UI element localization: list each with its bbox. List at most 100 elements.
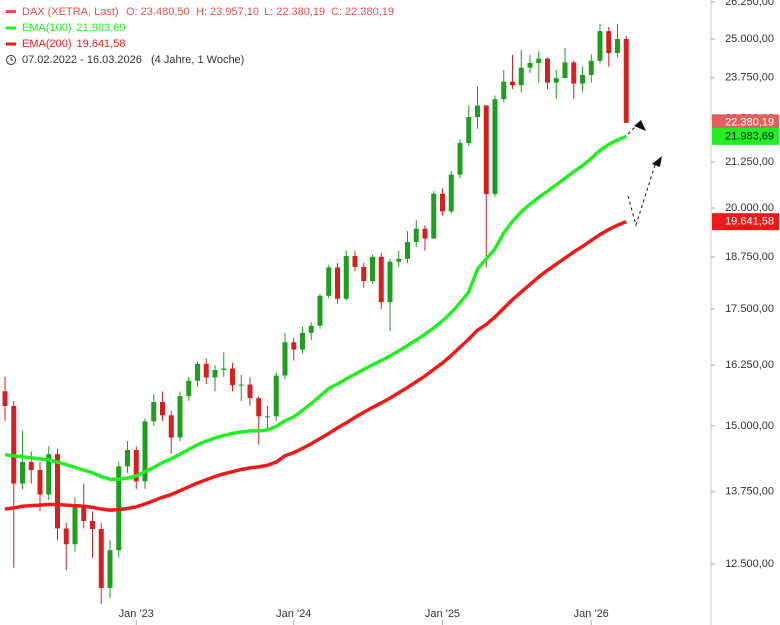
candle-body (518, 67, 524, 86)
candle-body (300, 332, 305, 350)
plot-area (2, 23, 629, 604)
candle-body (475, 105, 480, 118)
ema-line (4, 134, 627, 481)
candle-body (291, 342, 297, 350)
candle-body (168, 415, 174, 438)
header-low: L: 22.380,19 (264, 6, 325, 18)
y-tick-label: 16.250,00 (725, 359, 774, 371)
x-tick-label: Jan '24 (276, 608, 311, 620)
candle-body (501, 81, 507, 100)
candle-body (553, 78, 559, 83)
candle-body (326, 267, 332, 296)
last-value-label: 19.641,58 (725, 216, 774, 228)
arrow-path (627, 164, 656, 227)
candle-body (361, 267, 367, 282)
candle-body (151, 402, 157, 422)
candle-body (597, 31, 603, 61)
candle-body (413, 228, 419, 243)
candle-body (580, 74, 585, 84)
y-tick-label: 15.000,00 (725, 420, 774, 432)
candle-body (317, 295, 323, 326)
last-value-label: 21.983,69 (725, 130, 774, 142)
candle-body (527, 62, 533, 68)
candle-body (256, 398, 262, 417)
y-tick-label: 21.250,00 (725, 156, 774, 168)
candle-body (615, 38, 620, 54)
last-value-box (712, 114, 779, 132)
candle-body (606, 31, 612, 54)
candle-body (98, 529, 104, 588)
candle-body (160, 402, 165, 416)
candle-body (81, 505, 87, 521)
candle-body (142, 421, 148, 482)
candle-body (536, 58, 542, 63)
y-tick-label: 18.750,00 (725, 251, 774, 263)
candle-body (378, 256, 384, 303)
candle-body (431, 193, 437, 239)
y-tick-label: 13.750,00 (725, 486, 774, 498)
annotation-arrows (627, 123, 656, 227)
candle-body (492, 99, 498, 195)
arrow-head (634, 120, 646, 131)
candle-body (273, 375, 279, 417)
candle-body (562, 62, 568, 79)
candle-body (545, 58, 550, 83)
candle-body (221, 368, 227, 370)
candle-body (440, 193, 445, 212)
candle-body (387, 261, 393, 303)
legend: DAX (XETRA, Last) O: 23.480,50 H: 23.957… (6, 6, 394, 66)
candle-body (186, 380, 192, 397)
candle-body (46, 454, 52, 495)
header-close: C: 22.380,19 (331, 6, 394, 18)
x-tick-label: Jan '23 (119, 608, 154, 620)
legend-value: 21.983,69 (77, 22, 126, 34)
candle-body (230, 368, 235, 386)
y-tick-label: 20.000,00 (725, 202, 774, 214)
candle-body (238, 384, 244, 386)
candle-body (588, 60, 594, 75)
candle-body (308, 325, 314, 333)
candle-body (483, 105, 489, 195)
candle-body (396, 258, 402, 262)
y-tick-label: 17.500,00 (725, 303, 774, 315)
candle-body (203, 363, 209, 378)
candle-body (90, 520, 95, 530)
candle-body (335, 267, 340, 299)
candle-body (352, 256, 358, 268)
candle-body (28, 462, 34, 471)
y-tick-label: 23.750,00 (725, 72, 774, 84)
candle-body (466, 117, 472, 144)
candle-body (133, 449, 139, 482)
date-range: 07.02.2022 - 16.03.2026 (22, 54, 142, 66)
candle-body (457, 143, 463, 175)
candle-body (20, 462, 25, 484)
clock-icon (6, 55, 16, 65)
y-tick-label: 12.500,00 (725, 558, 774, 570)
legend-value: 19.641,58 (77, 38, 126, 50)
candle-body (11, 405, 17, 484)
candle-body (448, 174, 454, 212)
ema-line (4, 220, 627, 512)
period: (4 Jahre, 1 Woche) (151, 54, 244, 66)
candle-body (370, 256, 375, 282)
header-high: H: 23.957,10 (196, 6, 259, 18)
header-title: DAX (XETRA, Last) (22, 6, 119, 18)
candle-body (405, 242, 410, 259)
x-tick-label: Jan '25 (425, 608, 460, 620)
legend-swatch (6, 10, 16, 13)
last-value-box (712, 127, 779, 145)
y-tick-label: 25.000,00 (725, 33, 774, 45)
candle-body (282, 342, 288, 376)
candle-body (107, 550, 113, 588)
clock-icon (10, 57, 13, 61)
candle-body (63, 528, 69, 545)
candle-body (623, 38, 629, 123)
candle-body (55, 454, 60, 529)
candle-body (37, 470, 43, 495)
legend-swatch (6, 26, 16, 30)
last-value-label: 22.380,19 (725, 117, 774, 129)
candle-body (195, 363, 200, 381)
candle-body (571, 62, 577, 84)
x-tick-label: Jan '26 (574, 608, 609, 620)
